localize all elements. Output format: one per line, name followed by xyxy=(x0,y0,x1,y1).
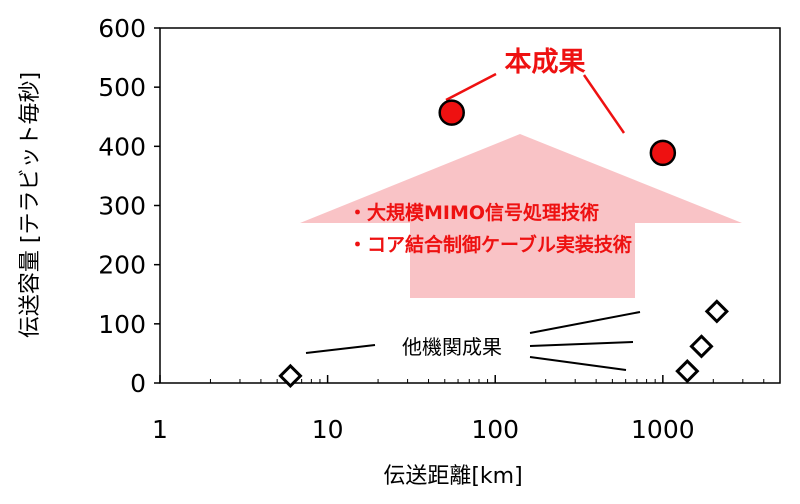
series-own-results xyxy=(438,99,677,167)
y-tick-label-0: 0 xyxy=(130,369,146,398)
y-tick-label-600: 600 xyxy=(98,14,146,43)
y-tick-label-200: 200 xyxy=(98,251,146,280)
own-result-point-1 xyxy=(438,99,465,126)
x-axis-label: 伝送距離[km] xyxy=(383,464,522,489)
series-other-results xyxy=(278,299,729,389)
y-axis-label: 伝送容量 [テラビット毎秒] xyxy=(18,72,43,338)
y-tick-label-500: 500 xyxy=(98,73,146,102)
x-tick-label-1: 1 xyxy=(152,415,168,444)
other-result-point-1 xyxy=(278,363,303,389)
improvement-arrow xyxy=(300,134,742,298)
y-tick-label-300: 300 xyxy=(98,192,146,221)
y-axis-tick-labels: 0 100 200 300 400 500 600 xyxy=(98,14,146,398)
other-result-point-4 xyxy=(704,299,729,324)
other-leader-line-3 xyxy=(529,341,634,347)
own-result-label: 本成果 xyxy=(505,47,586,78)
x-axis-ticks xyxy=(159,375,781,383)
y-tick-label-400: 400 xyxy=(98,132,146,161)
own-result-point-2 xyxy=(649,139,677,167)
other-leader-line-1 xyxy=(305,344,376,354)
tech-label-mimo: ・大規模MIMO信号処理技術 xyxy=(348,201,599,224)
y-tick-label-100: 100 xyxy=(98,310,146,339)
other-result-point-2 xyxy=(675,359,700,384)
x-axis-tick-labels: 1 10 100 1000 xyxy=(152,415,695,444)
other-leader-line-2 xyxy=(529,311,641,334)
other-result-point-3 xyxy=(689,334,714,359)
other-leader-line-4 xyxy=(529,356,627,371)
tech-label-cable: ・コア結合制御ケーブル実装技術 xyxy=(348,233,632,256)
x-tick-label-10: 10 xyxy=(312,415,344,444)
x-tick-label-100: 100 xyxy=(471,415,519,444)
x-tick-label-1000: 1000 xyxy=(631,415,695,444)
own-leader-line-left xyxy=(445,72,497,102)
y-axis-ticks xyxy=(154,27,160,384)
other-results-label: 他機関成果 xyxy=(402,335,502,359)
own-leader-line-right xyxy=(582,74,626,134)
